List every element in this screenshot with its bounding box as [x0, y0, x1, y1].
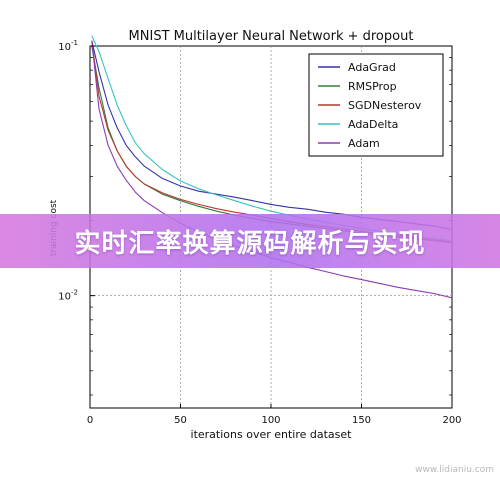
y-tick-label: 10-2 — [58, 289, 78, 303]
x-tick-label: 150 — [352, 415, 371, 426]
legend-label: SGDNesterov — [348, 99, 422, 112]
legend-label: AdaGrad — [348, 61, 396, 74]
x-tick-label: 200 — [442, 415, 461, 426]
title-banner: 实时汇率换算源码解析与实现 — [0, 214, 500, 268]
x-tick-label: 100 — [261, 415, 280, 426]
axis-ticks: 0 50 100 150 200 10-1 10-2 — [58, 39, 461, 426]
legend-label: AdaDelta — [348, 118, 398, 131]
chart-title: MNIST Multilayer Neural Network + dropou… — [129, 29, 414, 44]
legend-label: Adam — [348, 137, 380, 150]
legend-label: RMSProp — [348, 80, 397, 93]
legend: AdaGrad RMSProp SGDNesterov AdaDelta Adam — [308, 53, 444, 157]
watermark-text: www.lidianiu.com — [415, 465, 494, 475]
x-tick-label: 0 — [87, 415, 93, 426]
y-tick-label: 10-1 — [58, 39, 78, 53]
x-tick-label: 50 — [174, 415, 187, 426]
x-axis-label: iterations over entire dataset — [191, 428, 353, 441]
banner-title: 实时汇率换算源码解析与实现 — [74, 228, 426, 259]
